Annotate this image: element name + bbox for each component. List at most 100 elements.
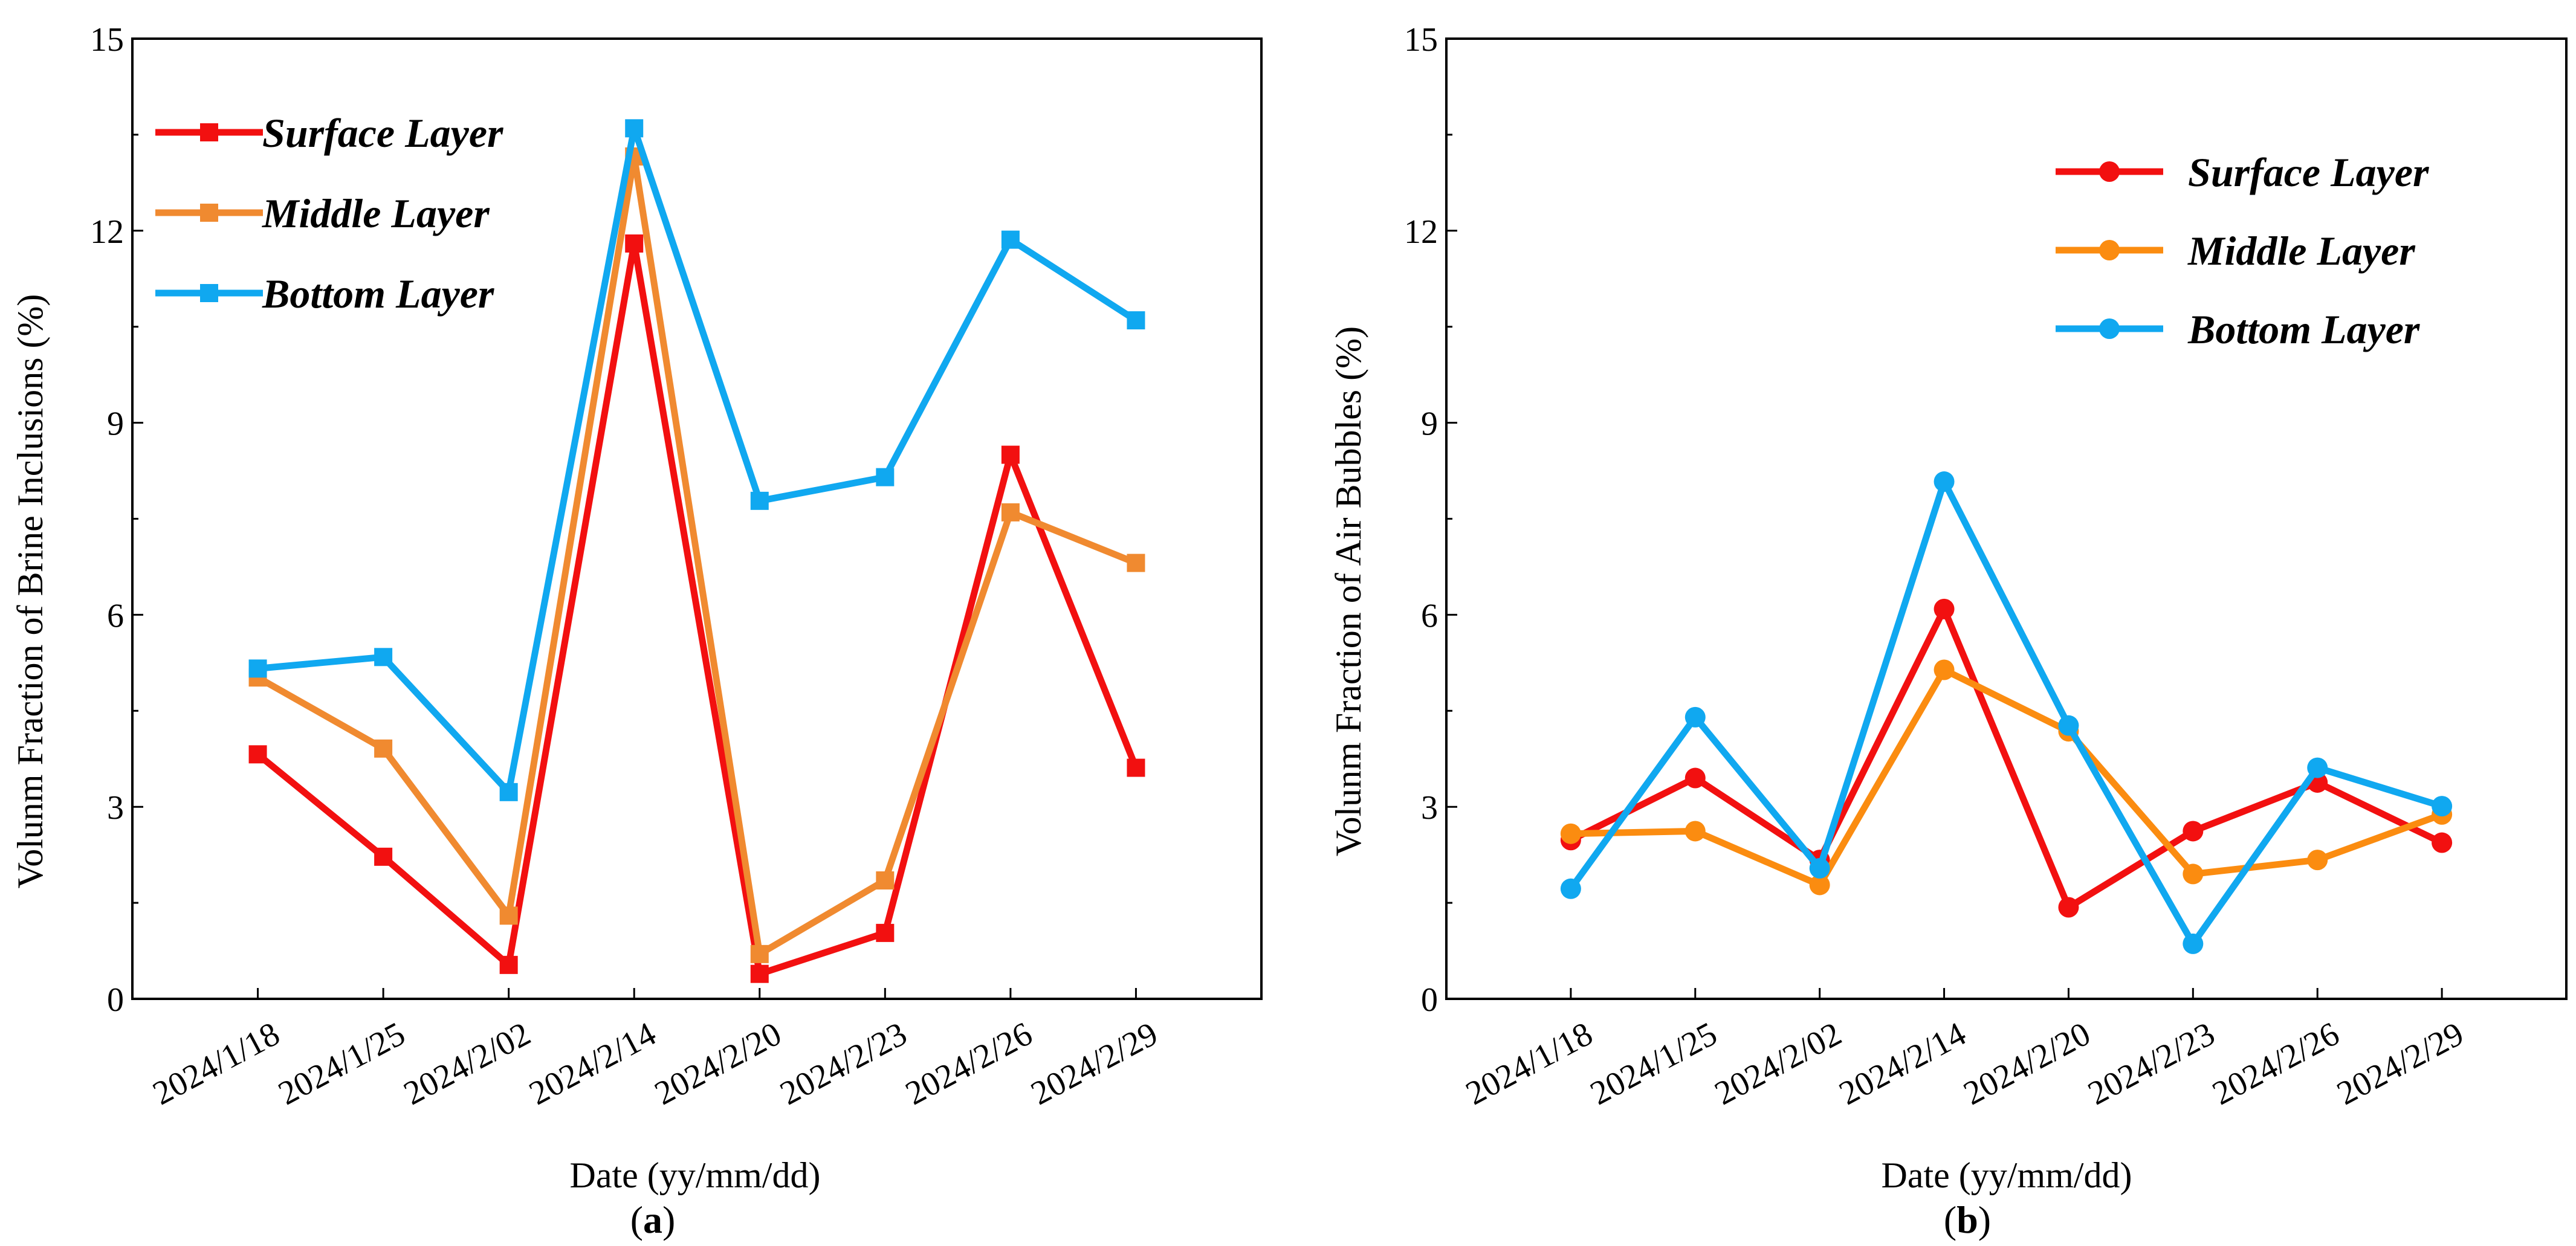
series-middle-layer: [248, 147, 1145, 963]
data-point: [1001, 445, 1020, 464]
x-axis-label: Date (yy/mm/dd): [1882, 1155, 2132, 1195]
data-point: [750, 964, 769, 983]
chart-panel-a: 036912152024/1/182024/1/252024/2/022024/…: [10, 21, 1263, 1241]
legend-swatch-marker: [2099, 240, 2120, 260]
legend-swatch-marker: [2099, 161, 2120, 182]
legend-swatch-marker: [200, 123, 218, 141]
series-line: [257, 124, 1138, 796]
series-surface-layer: [248, 234, 1145, 983]
data-point: [876, 468, 895, 486]
series-line: [256, 240, 1139, 978]
legend-label: Middle Layer: [262, 190, 490, 236]
y-tick-label: 9: [1421, 405, 1438, 443]
x-tick-label: 2024/2/20: [649, 1015, 788, 1112]
panel-caption: (a): [630, 1198, 676, 1241]
legend-label: Bottom Layer: [262, 271, 494, 317]
data-point: [2432, 832, 2453, 853]
data-point: [1127, 311, 1145, 330]
data-point: [625, 119, 644, 138]
panel-caption: (b): [1944, 1198, 1991, 1241]
series-line: [256, 153, 1138, 958]
y-tick-label: 6: [107, 597, 124, 634]
data-point: [2183, 933, 2204, 954]
series-line: [1569, 605, 2444, 911]
data-point: [1934, 471, 1955, 492]
y-tick-label: 3: [1421, 789, 1438, 827]
data-point: [1684, 821, 1706, 842]
data-point: [1809, 874, 1830, 896]
x-tick-label: 2024/2/29: [1025, 1015, 1164, 1112]
chart-panel-b: 036912152024/1/182024/1/252024/2/022024/…: [1328, 21, 2568, 1241]
data-point: [1127, 758, 1145, 777]
x-tick-label: 2024/1/25: [273, 1015, 412, 1112]
series-bottom-layer: [1560, 471, 2453, 954]
data-point: [499, 783, 518, 801]
data-point: [248, 659, 267, 678]
data-point: [876, 871, 895, 890]
legend-label: Surface Layer: [262, 110, 503, 156]
x-tick-label: 2024/1/25: [1584, 1015, 1723, 1112]
data-point: [2307, 850, 2328, 871]
x-tick-label: 2024/1/18: [147, 1015, 286, 1112]
x-tick-label: 2024/2/29: [2331, 1015, 2470, 1112]
data-point: [750, 491, 769, 510]
x-tick-label: 2024/2/23: [2082, 1015, 2221, 1112]
legend-swatch-marker: [200, 204, 218, 222]
data-point: [2307, 757, 2328, 778]
series-bottom-layer: [248, 119, 1145, 801]
y-tick-label: 0: [107, 981, 124, 1019]
y-tick-label: 15: [1404, 21, 1438, 59]
data-point: [499, 906, 518, 925]
data-point: [1001, 503, 1020, 521]
data-point: [2183, 863, 2204, 885]
x-tick-label: 2024/2/26: [2207, 1015, 2346, 1112]
legend-label: Surface Layer: [2188, 149, 2429, 195]
data-point: [2058, 715, 2079, 736]
data-point: [1127, 554, 1145, 572]
y-axis-label: Volunm Fraction of Brine Inclusions (%): [10, 294, 50, 889]
legend-item: Bottom Layer: [2056, 306, 2420, 352]
legend-swatch-marker: [2099, 318, 2120, 339]
x-tick-label: 2024/2/20: [1958, 1015, 2097, 1112]
data-point: [2432, 796, 2453, 817]
legend-item: Middle Layer: [2056, 228, 2415, 274]
x-tick-label: 2024/2/02: [398, 1015, 537, 1112]
data-point: [625, 234, 644, 253]
legend-item: Bottom Layer: [155, 271, 494, 317]
data-point: [1560, 823, 1581, 844]
legend-swatch-marker: [200, 284, 218, 302]
series-line: [1570, 667, 2443, 888]
data-point: [499, 955, 518, 974]
x-tick-label: 2024/2/02: [1709, 1015, 1848, 1112]
y-tick-label: 15: [90, 21, 124, 59]
x-axis-label: Date (yy/mm/dd): [570, 1155, 821, 1195]
data-point: [2058, 897, 2079, 918]
data-point: [1934, 598, 1955, 619]
panel-caption-letter: a: [643, 1198, 662, 1241]
legend-item: Surface Layer: [2056, 149, 2429, 195]
x-tick-label: 2024/2/23: [774, 1015, 913, 1112]
data-point: [1809, 857, 1830, 879]
y-tick-label: 0: [1421, 981, 1438, 1019]
legend-label: Bottom Layer: [2187, 306, 2420, 352]
data-point: [1560, 878, 1581, 899]
data-point: [248, 745, 267, 764]
y-tick-label: 12: [1404, 213, 1438, 251]
y-tick-label: 3: [107, 789, 124, 827]
data-point: [876, 923, 895, 942]
x-tick-label: 2024/2/14: [1833, 1015, 1972, 1112]
data-point: [1684, 706, 1706, 728]
data-point: [750, 944, 769, 963]
legend-item: Middle Layer: [155, 190, 490, 236]
legend-label: Middle Layer: [2187, 228, 2415, 274]
plot-frame: [131, 37, 1263, 1000]
data-point: [1934, 659, 1955, 680]
y-tick-label: 9: [107, 405, 124, 443]
y-tick-label: 6: [1421, 597, 1438, 634]
x-tick-label: 2024/2/14: [523, 1015, 662, 1112]
y-axis-label: Volunm Fraction of Air Bubbles (%): [1328, 326, 1368, 856]
data-point: [374, 648, 393, 667]
data-point: [1684, 767, 1706, 789]
legend-item: Surface Layer: [155, 110, 503, 156]
